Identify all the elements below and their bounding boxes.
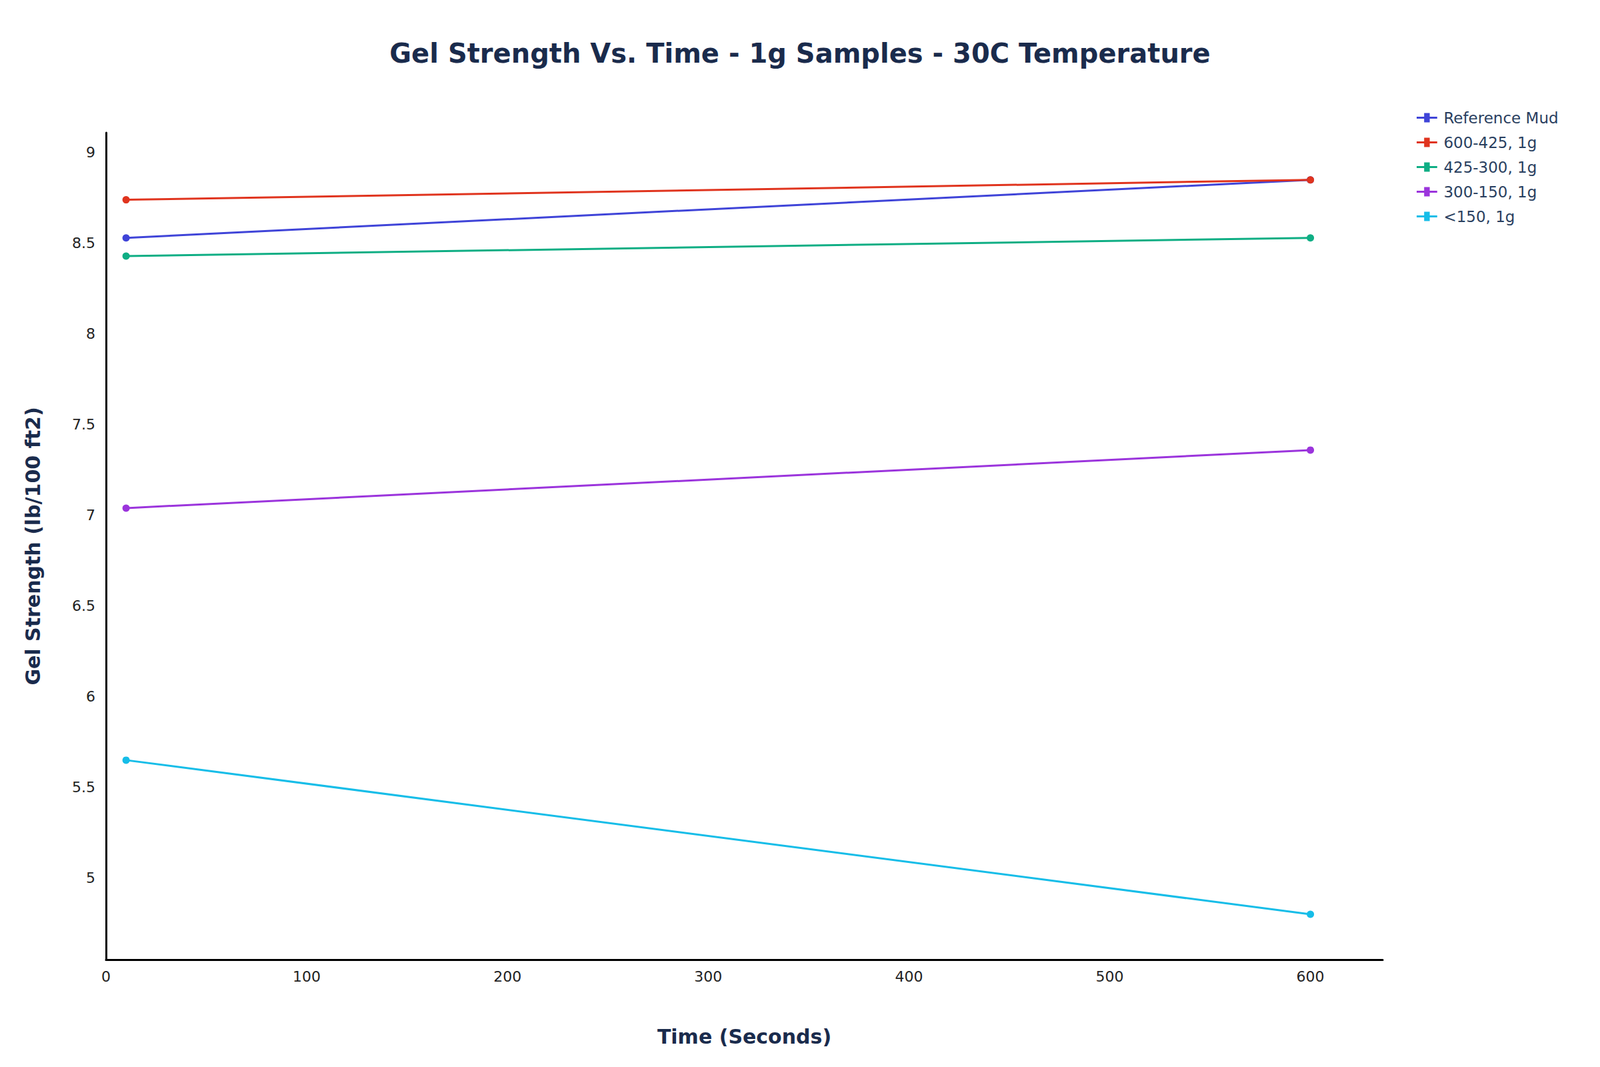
svg-text:<150, 1g: <150, 1g [1443,208,1515,226]
svg-text:5: 5 [86,869,96,886]
svg-text:300: 300 [694,968,722,985]
svg-text:0: 0 [101,968,111,985]
svg-text:6: 6 [86,688,96,705]
svg-text:400: 400 [894,968,923,985]
svg-text:100: 100 [292,968,321,985]
svg-text:7.5: 7.5 [72,416,96,433]
svg-text:8: 8 [86,325,96,342]
svg-text:500: 500 [1096,968,1124,985]
svg-text:300-150, 1g: 300-150, 1g [1443,183,1537,201]
svg-text:Time (Seconds): Time (Seconds) [657,1024,832,1048]
svg-text:7: 7 [86,506,96,524]
svg-text:Gel Strength Vs. Time - 1g Sam: Gel Strength Vs. Time - 1g Samples - 30C… [389,38,1210,69]
svg-text:9: 9 [86,144,96,161]
svg-text:6.5: 6.5 [72,597,96,614]
svg-text:425-300, 1g: 425-300, 1g [1443,158,1537,176]
svg-text:600-425, 1g: 600-425, 1g [1443,134,1537,152]
svg-text:200: 200 [493,968,522,985]
svg-text:5.5: 5.5 [72,778,96,796]
svg-text:Gel Strength (lb/100 ft2): Gel Strength (lb/100 ft2) [21,406,45,685]
svg-text:8.5: 8.5 [72,234,96,252]
svg-text:Reference Mud: Reference Mud [1443,109,1558,127]
svg-text:600: 600 [1296,968,1325,985]
